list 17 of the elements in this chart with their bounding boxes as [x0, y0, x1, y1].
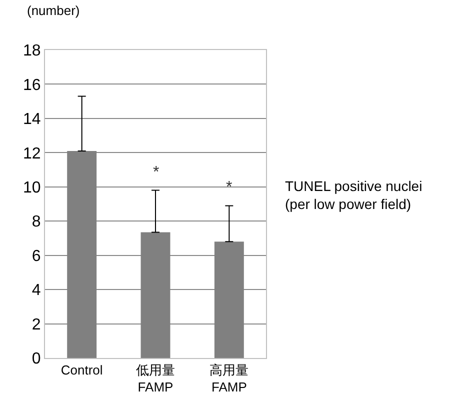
y-tick-label: 12 — [23, 145, 41, 162]
x-tick-label: 低用量 FAMP — [136, 362, 175, 394]
y-tick-label: 0 — [32, 350, 41, 368]
y-tick-label: 10 — [23, 179, 41, 196]
x-tick-label: Control — [60, 362, 103, 378]
annotation: * — [153, 164, 160, 181]
x-tick-label: 高用量 FAMP — [210, 362, 249, 394]
y-tick-label: 14 — [23, 111, 41, 128]
y-tick-label: 2 — [32, 316, 41, 334]
y-tick-label: 8 — [32, 214, 41, 231]
annotation: * — [226, 179, 232, 196]
y-tick-label: 6 — [32, 248, 41, 265]
y-tick-label: 16 — [23, 76, 41, 94]
y-tick-label: 18 — [23, 42, 41, 60]
text: TUNEL positive nuclei (per low power field) — [285, 178, 422, 212]
y-tick-label: 4 — [32, 282, 41, 300]
y-axis-title: (number) — [27, 3, 80, 18]
